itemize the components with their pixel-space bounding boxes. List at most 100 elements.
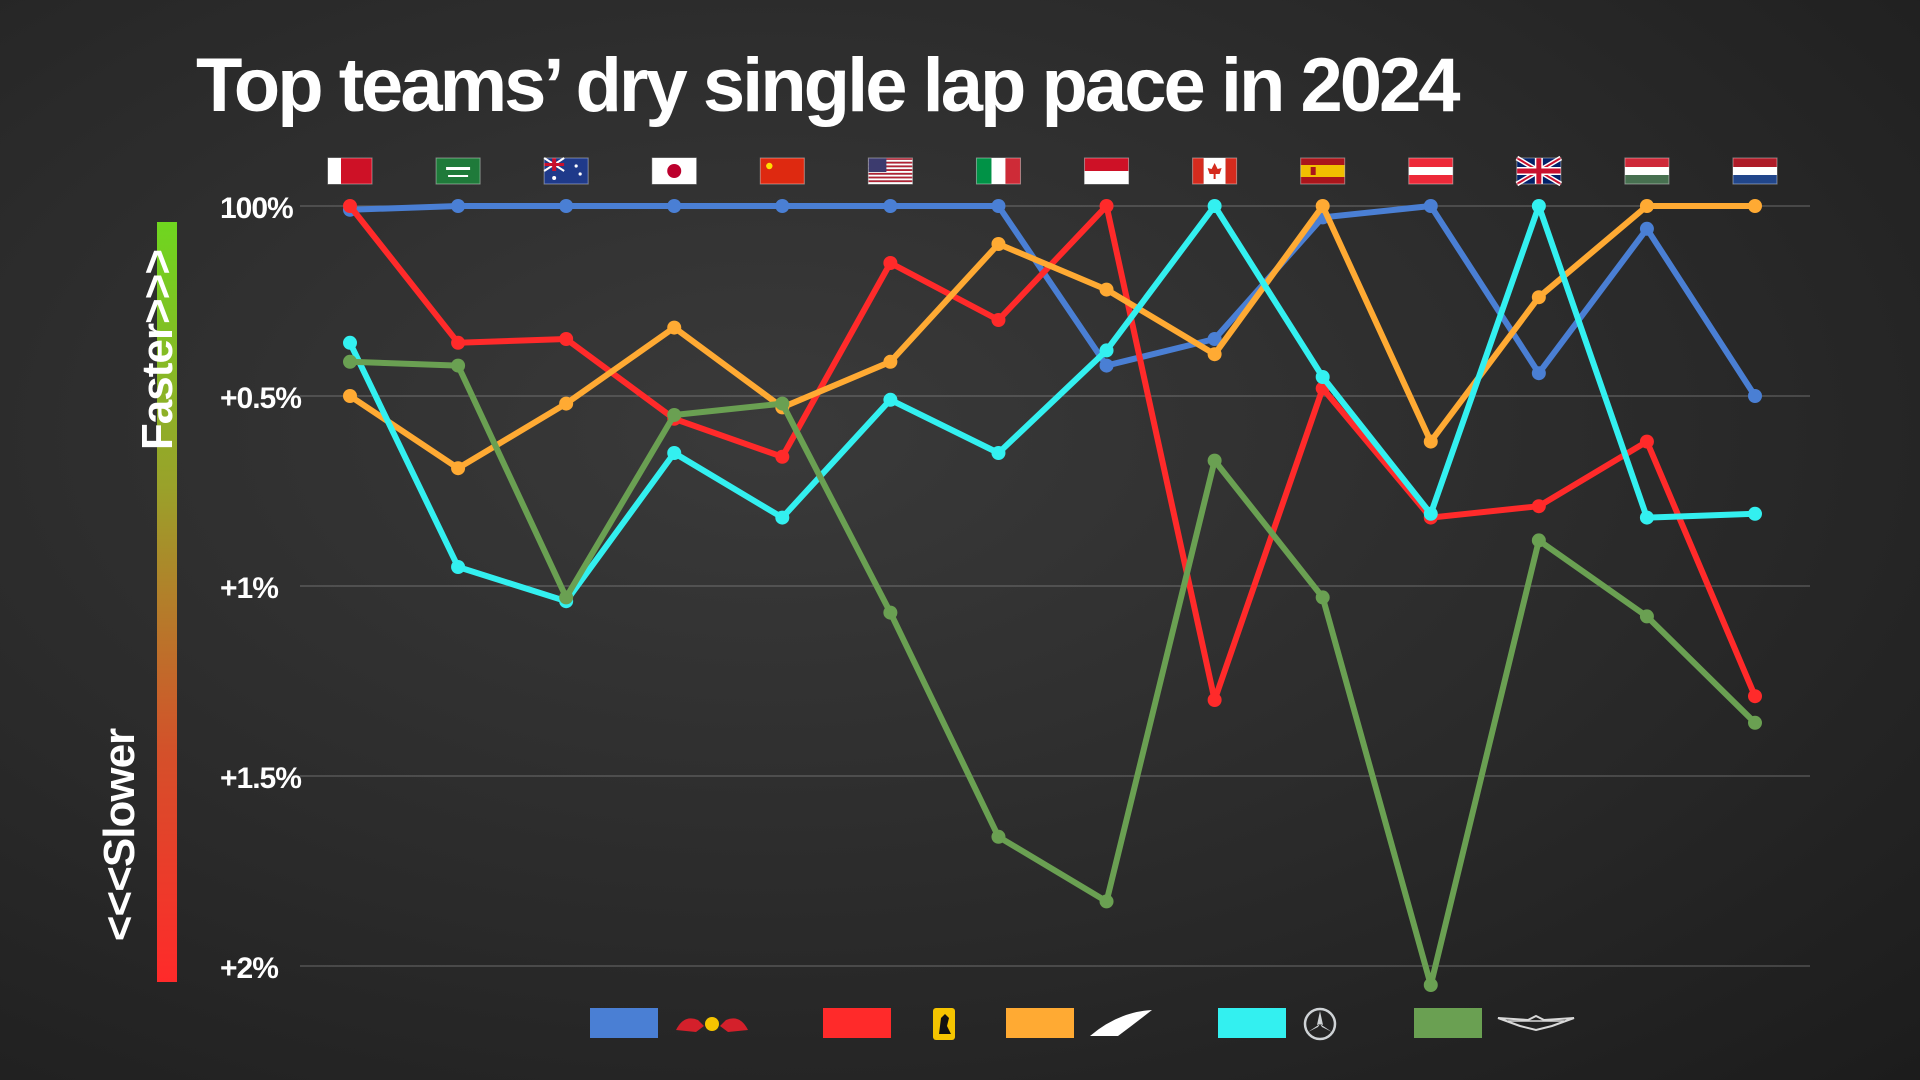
data-point-mercedes bbox=[451, 560, 466, 574]
data-point-ferrari bbox=[1639, 434, 1654, 449]
data-point-ferrari bbox=[775, 449, 790, 464]
data-point-red-bull bbox=[1639, 221, 1654, 236]
data-point-mercedes bbox=[1207, 199, 1222, 213]
data-point-mclaren bbox=[1748, 199, 1762, 213]
data-point-ferrari bbox=[883, 256, 898, 270]
great-britain-flag bbox=[1515, 155, 1563, 187]
spain-flag bbox=[1300, 157, 1346, 185]
monaco-flag bbox=[1084, 157, 1130, 185]
austria-flag bbox=[1408, 157, 1454, 185]
data-point-aston-martin bbox=[559, 590, 574, 605]
data-point-mclaren bbox=[1207, 347, 1222, 362]
data-point-ferrari bbox=[451, 335, 466, 350]
y-tick-label: +0.5% bbox=[220, 382, 301, 415]
series-line-mercedes bbox=[347, 203, 1758, 605]
australia-flag bbox=[543, 157, 589, 185]
data-point-aston-martin bbox=[1748, 715, 1762, 730]
page-title: Top teams’ dry single lap pace in 2024 bbox=[196, 43, 1461, 128]
data-point-ferrari bbox=[1531, 499, 1546, 514]
data-point-mercedes bbox=[1099, 343, 1114, 358]
data-point-mclaren bbox=[1531, 290, 1546, 305]
data-point-aston-martin bbox=[991, 829, 1006, 844]
data-point-red-bull bbox=[451, 199, 466, 213]
series-line-red-bull bbox=[347, 203, 1758, 399]
ferrari-logo-icon bbox=[933, 1008, 955, 1040]
data-point-red-bull bbox=[1531, 366, 1546, 381]
italy-flag bbox=[975, 157, 1021, 185]
data-point-red-bull bbox=[1099, 358, 1114, 373]
data-point-aston-martin bbox=[775, 396, 790, 411]
data-point-mclaren bbox=[1639, 199, 1654, 213]
data-point-red-bull bbox=[991, 199, 1006, 213]
data-point-mclaren bbox=[559, 396, 574, 411]
data-point-mercedes bbox=[991, 446, 1006, 460]
data-point-mercedes bbox=[343, 335, 357, 350]
hungary-flag bbox=[1624, 157, 1670, 185]
data-point-mercedes bbox=[1748, 506, 1762, 521]
data-point-mclaren bbox=[883, 354, 898, 369]
data-point-aston-martin bbox=[1099, 894, 1114, 909]
data-point-mclaren bbox=[1315, 199, 1330, 213]
data-point-mclaren bbox=[667, 320, 682, 335]
data-point-mercedes bbox=[775, 510, 790, 525]
data-point-ferrari bbox=[559, 332, 574, 346]
legend-swatch bbox=[1006, 1008, 1074, 1038]
mclaren-logo-icon bbox=[1090, 1010, 1152, 1036]
data-point-mercedes bbox=[1531, 199, 1546, 213]
data-point-red-bull bbox=[775, 199, 790, 213]
speed-scale-bar bbox=[157, 222, 177, 982]
data-point-mercedes bbox=[1315, 370, 1330, 384]
bahrain-flag bbox=[327, 157, 373, 185]
data-point-aston-martin bbox=[1315, 590, 1330, 605]
data-point-mclaren bbox=[991, 237, 1006, 251]
red-bull-logo-icon bbox=[676, 1017, 748, 1032]
data-point-mercedes bbox=[1639, 510, 1654, 525]
data-point-mercedes bbox=[883, 392, 898, 407]
data-point-mclaren bbox=[1423, 434, 1438, 449]
y-tick-label: +1.5% bbox=[220, 762, 301, 795]
canada-flag bbox=[1192, 157, 1238, 185]
data-point-ferrari bbox=[1748, 689, 1762, 704]
series-line-mclaren bbox=[347, 203, 1758, 472]
legend-swatch bbox=[1414, 1008, 1482, 1038]
data-point-mclaren bbox=[1099, 282, 1114, 297]
data-point-aston-martin bbox=[1639, 609, 1654, 624]
data-point-mercedes bbox=[667, 446, 682, 460]
series-line-ferrari bbox=[347, 203, 1758, 703]
data-point-red-bull bbox=[667, 199, 682, 213]
y-tick-label: +2% bbox=[220, 952, 278, 985]
data-point-aston-martin bbox=[343, 354, 357, 369]
data-point-mercedes bbox=[1423, 506, 1438, 521]
data-point-ferrari bbox=[1207, 693, 1222, 707]
data-point-aston-martin bbox=[1423, 978, 1438, 992]
data-point-ferrari bbox=[991, 313, 1006, 327]
data-point-mclaren bbox=[343, 389, 357, 403]
legend-swatch bbox=[1218, 1008, 1286, 1038]
data-point-aston-martin bbox=[1531, 533, 1546, 548]
aston-martin-logo-icon bbox=[1497, 1014, 1575, 1032]
data-point-red-bull bbox=[1748, 389, 1762, 403]
data-point-mclaren bbox=[451, 461, 466, 476]
data-point-aston-martin bbox=[667, 408, 682, 422]
y-tick-label: 100% bbox=[220, 192, 293, 225]
japan-flag bbox=[651, 157, 697, 185]
data-point-ferrari bbox=[1099, 199, 1114, 213]
legend-swatch bbox=[590, 1008, 658, 1038]
saudi-arabia-flag bbox=[435, 157, 481, 185]
data-point-red-bull bbox=[1423, 199, 1438, 213]
data-point-red-bull bbox=[883, 199, 898, 213]
series-line-aston-martin bbox=[347, 358, 1758, 988]
data-point-aston-martin bbox=[1207, 453, 1222, 468]
data-point-ferrari bbox=[343, 199, 357, 213]
netherlands-flag bbox=[1732, 157, 1778, 185]
data-point-red-bull bbox=[559, 199, 574, 213]
mercedes-logo-icon bbox=[1303, 1007, 1337, 1041]
data-point-aston-martin bbox=[451, 358, 466, 373]
usa-flag bbox=[867, 157, 913, 185]
legend-swatch bbox=[823, 1008, 891, 1038]
y-tick-label: +1% bbox=[220, 572, 278, 605]
data-point-aston-martin bbox=[883, 605, 898, 620]
china-flag bbox=[759, 157, 805, 185]
data-point-red-bull bbox=[1207, 332, 1222, 346]
